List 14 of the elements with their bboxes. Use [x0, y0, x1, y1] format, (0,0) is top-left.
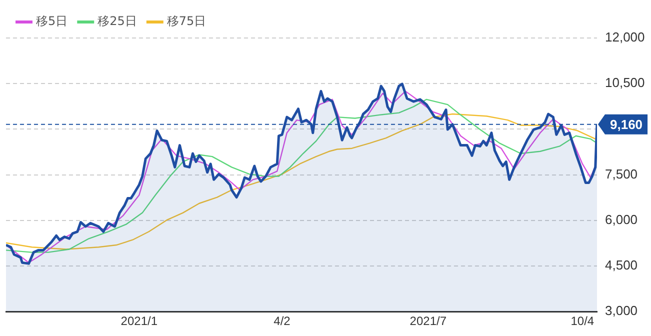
- legend-label: 移75日: [166, 14, 206, 28]
- x-tick-label: 4/2: [274, 314, 291, 328]
- y-tick-label: 3,000: [605, 303, 638, 318]
- y-tick-label: 12,000: [605, 30, 645, 45]
- x-tick-label: 10/4: [570, 314, 594, 328]
- x-tick-label: 2021/1: [120, 314, 158, 328]
- legend-label: 移25日: [98, 14, 137, 28]
- y-tick-label: 7,500: [605, 166, 638, 182]
- ref-line-label: 9,160: [610, 116, 643, 132]
- x-tick-label: 2021/7: [410, 314, 447, 328]
- legend-label: 移5日: [36, 14, 68, 28]
- y-tick-label: 4,500: [605, 258, 638, 273]
- y-tick-label: 10,500: [605, 75, 645, 90]
- y-tick-label: 6,000: [605, 212, 638, 227]
